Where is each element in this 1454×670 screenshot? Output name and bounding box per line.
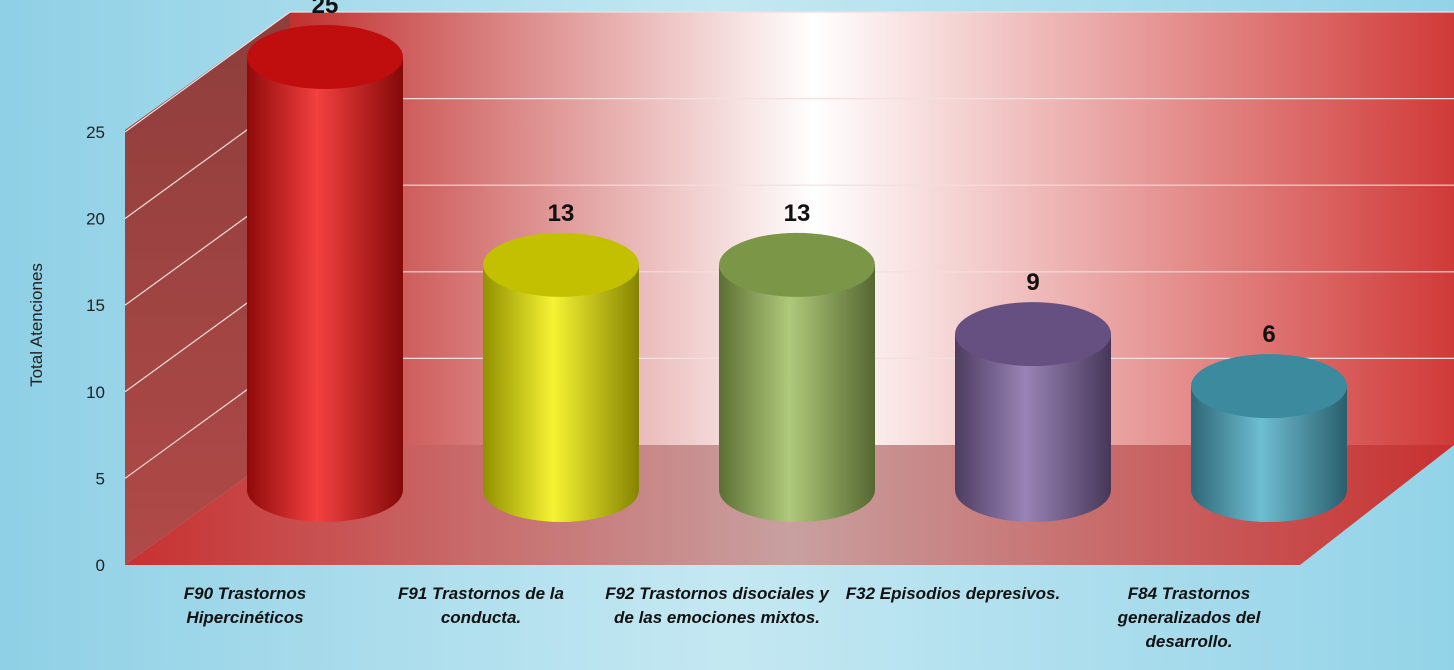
bar-top bbox=[955, 302, 1111, 367]
bar bbox=[247, 57, 403, 522]
bar bbox=[1191, 386, 1347, 522]
bar bbox=[955, 334, 1111, 522]
value-label: 25 bbox=[312, 0, 339, 19]
value-label: 6 bbox=[1262, 321, 1275, 348]
value-label: 9 bbox=[1026, 269, 1039, 296]
bar bbox=[483, 264, 639, 522]
x-tick-label: F90 Trastornos Hipercinéticos bbox=[183, 584, 307, 627]
y-tick-label: 5 bbox=[96, 469, 105, 488]
y-tick-label: 25 bbox=[86, 123, 105, 142]
bar-top bbox=[1191, 354, 1347, 419]
bar-top bbox=[483, 232, 639, 297]
y-tick-label: 15 bbox=[86, 296, 105, 315]
y-tick-label: 20 bbox=[86, 210, 105, 229]
y-tick-label: 10 bbox=[86, 383, 105, 402]
x-tick-label: F32 Episodios depresivos. bbox=[845, 584, 1061, 603]
y-tick-label: 0 bbox=[96, 556, 105, 575]
value-label: 13 bbox=[784, 200, 811, 227]
bar bbox=[719, 264, 875, 522]
grid-line bbox=[124, 11, 291, 133]
bar-top bbox=[719, 232, 875, 297]
x-tick-label: F92 Trastornos disociales y de las emoci… bbox=[605, 584, 829, 627]
y-axis-label: Total Atenciones bbox=[27, 263, 46, 387]
value-label: 13 bbox=[548, 200, 575, 227]
x-tick-label: F84 Trastornos generalizados del desarro… bbox=[1117, 584, 1261, 651]
bar-top bbox=[247, 25, 403, 89]
x-tick-label: F91 Trastornos de la conducta. bbox=[398, 584, 564, 627]
